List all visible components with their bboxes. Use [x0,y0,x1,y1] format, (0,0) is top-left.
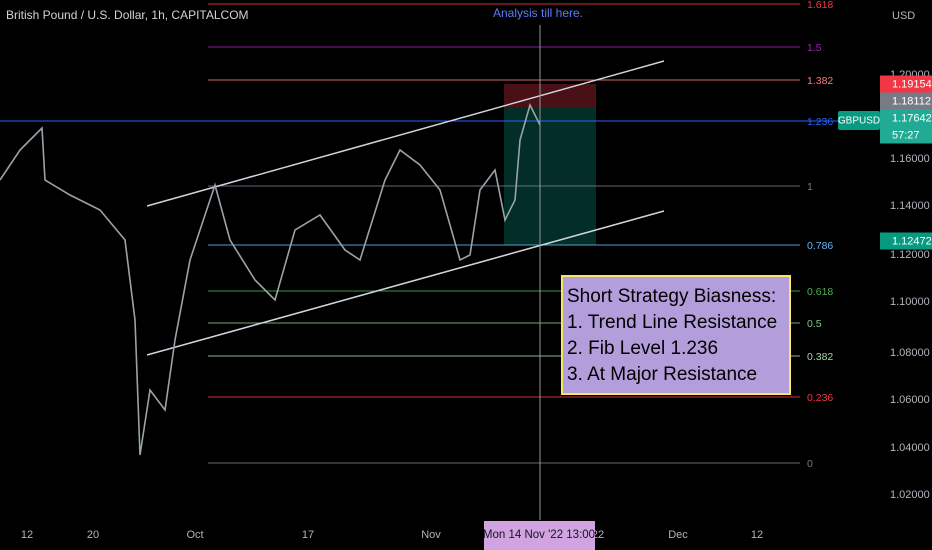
fib-label: 0.236 [807,392,833,404]
price-tag-bg [880,232,932,250]
upper-channel [146,60,665,207]
price-tick-label: 1.06000 [890,394,930,406]
symbol-tag: GBPUSD [838,116,880,127]
price-tag-bg [880,126,932,144]
fib-label: 1 [807,181,813,193]
price-tag-bg [880,109,932,127]
crosshair-label: Mon 14 Nov '22 13:00 [483,529,595,541]
time-tick-label: 12 [751,529,763,541]
stop-zone [504,84,596,108]
time-tick-label: Dec [668,529,688,541]
price-tag: 1.12472 [892,235,932,247]
fib-label: 1.5 [807,42,822,54]
price-tag: 57:27 [892,129,920,141]
fib-label: 1.382 [807,75,833,87]
fib-label: 0 [807,458,813,470]
box-line: 3. At Major Resistance [567,364,757,385]
price-tag-bg [880,92,932,110]
price-tag-bg [880,75,932,93]
price-tick-label: 1.14000 [890,200,930,212]
symbol-tag-bg [838,111,880,130]
strategy-box [561,275,791,395]
price-tick-label: 1.02000 [890,489,930,501]
price-tag: 1.17642 [892,112,932,124]
price-tick-label: 1.04000 [890,442,930,454]
symbol-title: British Pound / U.S. Dollar, 1h, CAPITAL… [6,8,249,22]
fib-label: 1.618 [807,0,833,11]
time-tick-label: 17 [302,529,314,541]
time-tick-label: 12 [21,529,33,541]
crosshair-label-bg [484,521,595,550]
fib-label: 0.786 [807,240,833,252]
price-tick-label: 1.10000 [890,296,930,308]
box-title: Short Strategy Biasness: [567,286,776,307]
time-tick-label: Nov [421,529,441,541]
time-tick-label: 20 [87,529,99,541]
price-tick-label: 1.12000 [890,249,930,261]
price-line [0,102,541,456]
currency: USD [892,10,915,22]
price-tick-label: 1.08000 [890,347,930,359]
box-line: 1. Trend Line Resistance [567,312,777,333]
lower-channel [146,210,665,356]
price-tag: 1.18112 [892,95,931,107]
target-zone [504,108,596,245]
price-tick-label: 1.16000 [890,153,930,165]
fib-label: 0.382 [807,351,833,363]
fib-label: 0.5 [807,318,822,330]
fib-label: 1.236 [807,116,833,128]
box-line: 2. Fib Level 1.236 [567,338,718,359]
fib-label: 0.618 [807,286,833,298]
annotation: Analysis till here. [493,6,583,20]
time-tick-label: Oct [186,529,203,541]
price-tag: 1.19154 [892,78,932,90]
